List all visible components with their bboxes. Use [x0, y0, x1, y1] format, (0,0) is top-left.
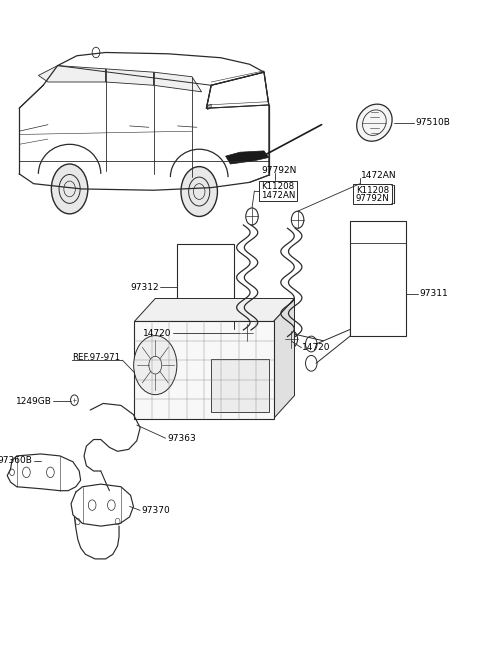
Text: 1472AN: 1472AN: [361, 171, 396, 180]
Circle shape: [51, 164, 88, 214]
Polygon shape: [207, 104, 211, 110]
Text: 14720: 14720: [302, 343, 331, 352]
Text: K11208: K11208: [356, 186, 389, 195]
Text: 97311: 97311: [419, 289, 448, 298]
Polygon shape: [211, 359, 269, 412]
Text: 97312: 97312: [131, 283, 159, 292]
Text: 97360B: 97360B: [0, 456, 33, 465]
Text: 97792N: 97792N: [356, 194, 389, 203]
Text: 1249GB: 1249GB: [16, 397, 52, 406]
Polygon shape: [226, 151, 269, 164]
FancyBboxPatch shape: [259, 181, 297, 201]
FancyBboxPatch shape: [353, 184, 392, 204]
Text: 97510B: 97510B: [415, 118, 450, 127]
Circle shape: [133, 336, 177, 395]
Polygon shape: [274, 298, 295, 419]
Text: 97363: 97363: [167, 434, 196, 443]
Polygon shape: [106, 69, 154, 85]
Circle shape: [181, 167, 217, 216]
Text: REF.97-971: REF.97-971: [72, 353, 120, 362]
Text: 1472AN: 1472AN: [261, 191, 296, 200]
Text: 97792N: 97792N: [262, 166, 297, 175]
Polygon shape: [154, 72, 202, 92]
Polygon shape: [38, 66, 106, 82]
Circle shape: [92, 47, 100, 58]
Text: 97370: 97370: [142, 506, 170, 515]
Polygon shape: [134, 321, 274, 419]
Text: 14720: 14720: [144, 329, 172, 338]
Ellipse shape: [357, 104, 392, 141]
Polygon shape: [134, 298, 295, 321]
Text: K11208: K11208: [261, 182, 294, 192]
